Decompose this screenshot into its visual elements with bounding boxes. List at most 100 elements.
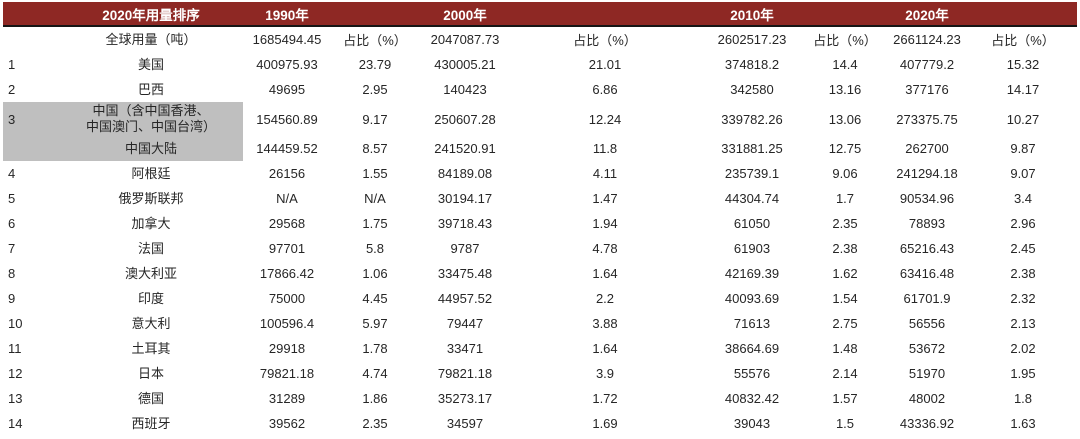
value-cell: 4.45 — [362, 291, 388, 306]
header-spacer-1990 — [331, 2, 419, 26]
value-cell: 17866.42 — [259, 266, 315, 281]
value-cell: 407779.2 — [899, 57, 955, 72]
country-cell: 加拿大 — [131, 215, 171, 231]
header-year-2010: 2010年 — [699, 2, 805, 26]
value-cell: 154560.89 — [256, 111, 318, 127]
table-row: 8 澳大利亚 17866.42 1.06 33475.48 1.64 42169.39 1.6… — [3, 261, 1077, 286]
value-cell: 1.69 — [592, 416, 618, 431]
value-cell: 1.72 — [592, 391, 618, 406]
value-cell: 6.86 — [592, 82, 618, 97]
value-cell: 262700 — [905, 141, 949, 156]
value-cell: 13.06 — [828, 111, 862, 127]
table-row: 12 日本 79821.18 4.74 79821.18 3.9 55576 2.14 5197… — [3, 361, 1077, 386]
value-cell: 1.95 — [1010, 366, 1036, 381]
value-cell: 23.79 — [358, 57, 392, 72]
value-cell: 43336.92 — [899, 416, 955, 431]
value-cell: 1.48 — [832, 341, 858, 356]
table-row: 5 俄罗斯联邦 N/A N/A 30194.17 1.47 44304.74 1.7 90534… — [3, 186, 1077, 211]
value-cell: 235739.1 — [724, 166, 780, 181]
value-cell: 9.87 — [1010, 141, 1036, 156]
value-cell: 53672 — [908, 341, 946, 356]
table-row: 10 意大利 100596.4 5.97 79447 3.88 71613 2.75 56556… — [3, 311, 1077, 336]
global-usage-row: 全球用量（吨） 1685494.45 占比（%） 2047087.73 占比（%） 260… — [3, 26, 1077, 52]
value-cell: 140423 — [443, 82, 487, 97]
value-cell: 21.01 — [588, 57, 622, 72]
value-cell: 2.2 — [595, 291, 615, 306]
table-row: 7 法国 97701 5.8 9787 4.78 61903 2.38 65216.43 2.45 — [3, 236, 1077, 261]
value-cell: 90534.96 — [899, 191, 955, 206]
rank-cell: 1 — [8, 57, 16, 72]
rank-cell: 13 — [8, 391, 23, 406]
rank-cell: 3 — [3, 102, 59, 136]
value-cell: 374818.2 — [724, 57, 780, 72]
value-cell: 40093.69 — [724, 291, 780, 306]
value-cell: 3.4 — [1013, 191, 1033, 206]
value-cell: 63416.48 — [899, 266, 955, 281]
value-cell: 48002 — [908, 391, 946, 406]
rank-cell: 2 — [8, 82, 16, 97]
country-cell: 中国大陆 — [59, 136, 243, 161]
value-cell: 2.13 — [1010, 316, 1036, 331]
value-cell: 占比（%） — [573, 33, 637, 48]
value-cell: 2.75 — [832, 316, 858, 331]
country-cell: 法国 — [137, 240, 164, 256]
value-cell: 12.75 — [828, 141, 862, 156]
value-cell: 34597 — [446, 416, 484, 431]
value-cell: 61903 — [733, 241, 771, 256]
value-cell: 29568 — [268, 216, 306, 231]
value-cell: 44304.74 — [724, 191, 780, 206]
header-spacer-2010 — [805, 2, 885, 26]
value-cell: 40832.42 — [724, 391, 780, 406]
value-cell: 30194.17 — [437, 191, 493, 206]
value-cell: 84189.08 — [437, 166, 493, 181]
value-cell: 65216.43 — [899, 241, 955, 256]
value-cell: 2.35 — [362, 416, 388, 431]
value-cell: 51970 — [908, 366, 946, 381]
value-cell: 33471 — [446, 341, 484, 356]
value-cell: 4.11 — [592, 166, 618, 181]
value-cell: 1.57 — [832, 391, 858, 406]
table-row: 4 阿根廷 26156 1.55 84189.08 4.11 235739.1 9.06 241… — [3, 161, 1077, 186]
value-cell: 44957.52 — [437, 291, 493, 306]
rank-cell — [3, 26, 59, 52]
value-cell: 1.7 — [835, 191, 855, 206]
table-row: 11 土耳其 29918 1.78 33471 1.64 38664.69 1.48 53672… — [3, 336, 1077, 361]
value-cell: 241294.18 — [896, 166, 958, 181]
value-cell: 1.63 — [1010, 416, 1036, 431]
value-cell: 78893 — [908, 216, 946, 231]
value-cell: 79821.18 — [437, 366, 493, 381]
table-row: 14 西班牙 39562 2.35 34597 1.69 39043 1.5 43336.92 1… — [3, 411, 1077, 436]
value-cell: 1.64 — [592, 266, 618, 281]
value-cell: 9.17 — [362, 111, 388, 127]
value-cell: 1.64 — [592, 341, 618, 356]
rank-cell — [3, 136, 59, 161]
value-cell: 1.75 — [362, 216, 388, 231]
rank-cell: 12 — [8, 366, 23, 381]
value-cell: 2.38 — [1010, 266, 1036, 281]
value-cell: 2.95 — [362, 82, 388, 97]
header-year-2000: 2000年 — [419, 2, 511, 26]
value-cell: 1.94 — [592, 216, 618, 231]
rank-cell: 11 — [8, 341, 22, 356]
value-cell: 12.24 — [588, 111, 622, 127]
rank-cell: 4 — [8, 166, 16, 181]
value-cell: 1.06 — [362, 266, 388, 281]
value-cell: 14.17 — [1006, 82, 1040, 97]
value-cell: 2.02 — [1010, 341, 1036, 356]
value-cell: 39718.43 — [437, 216, 493, 231]
value-cell: 331881.25 — [721, 141, 783, 156]
value-cell: 71613 — [733, 316, 771, 331]
country-cell: 全球用量（吨） — [105, 31, 197, 47]
country-cell: 阿根廷 — [131, 165, 171, 181]
value-cell: 273375.75 — [896, 111, 958, 127]
value-cell: 5.97 — [362, 316, 388, 331]
value-cell: 占比（%） — [813, 33, 877, 48]
rank-cell: 7 — [8, 241, 16, 256]
value-cell: 49695 — [268, 82, 306, 97]
value-cell: 29918 — [268, 341, 306, 356]
value-cell: 2661124.23 — [893, 32, 961, 47]
rank-cell: 10 — [8, 316, 23, 331]
rank-cell: 9 — [8, 291, 16, 306]
value-cell: 4.78 — [592, 241, 618, 256]
value-cell: 42169.39 — [724, 266, 780, 281]
